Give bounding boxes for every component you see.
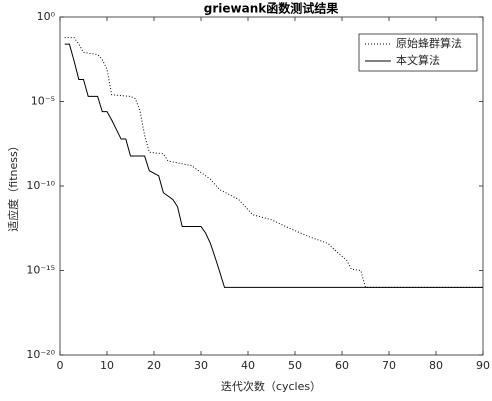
x-tick-label: 70	[382, 359, 396, 372]
x-tick-label: 90	[476, 359, 490, 372]
x-tick-label: 40	[241, 359, 255, 372]
legend-box	[358, 33, 478, 72]
series-line	[64, 43, 483, 288]
x-tick-label: 80	[429, 359, 443, 372]
x-tick-label: 60	[335, 359, 349, 372]
x-axis-label: 迭代次数（cycles）	[221, 379, 321, 393]
plot-area	[59, 16, 484, 356]
legend-label: 原始蜂群算法	[396, 36, 462, 50]
x-tick-label: 30	[194, 359, 208, 372]
x-tick-label: 20	[147, 359, 161, 372]
x-tick-label: 50	[288, 359, 302, 372]
y-tick-label: 10⁰	[37, 10, 56, 23]
y-tick-label: 10⁻¹⁰	[26, 179, 55, 192]
y-axis-label: 适应度（fitness）	[6, 140, 20, 231]
x-tick-label: 10	[100, 359, 114, 372]
y-tick-label: 10⁻⁵	[31, 95, 55, 108]
chart-title: griewank函数测试结果	[204, 1, 338, 16]
x-tick-label: 0	[57, 359, 64, 372]
legend-label: 本文算法	[396, 53, 440, 67]
y-tick-label: 10⁻¹⁵	[26, 264, 55, 277]
series-line	[64, 37, 483, 288]
y-tick-label: 10⁻²⁰	[26, 348, 55, 361]
